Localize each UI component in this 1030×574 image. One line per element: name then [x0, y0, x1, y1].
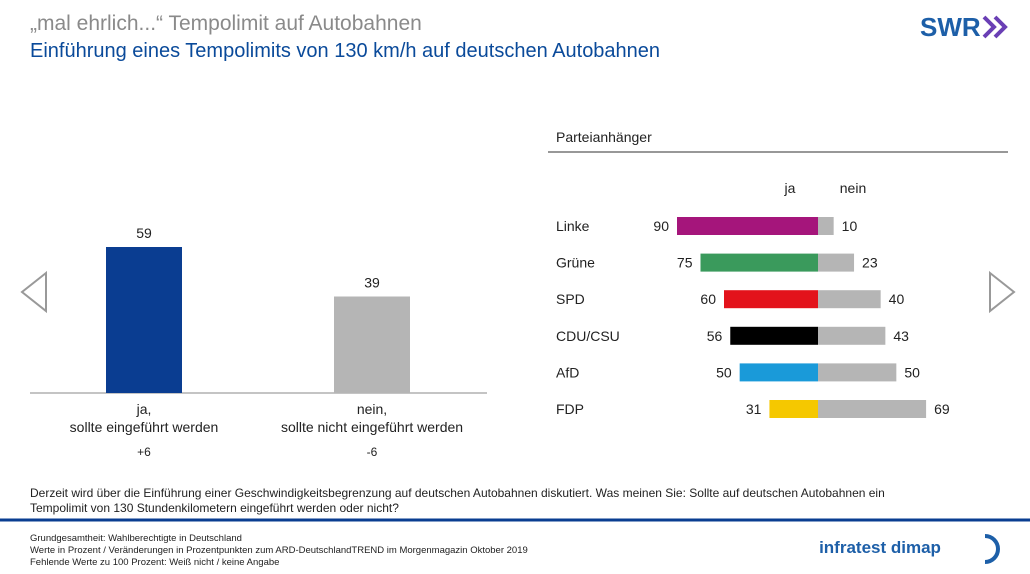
- category-label: FDP: [556, 401, 584, 417]
- category-label: AfD: [556, 364, 579, 380]
- value-label: 43: [893, 328, 909, 344]
- prev-arrow[interactable]: [20, 270, 47, 314]
- footnote: Grundgesamtheit: Wahlberechtigte in Deut…: [30, 533, 242, 544]
- bar-ja: [730, 326, 818, 345]
- logo: SWR: [920, 12, 981, 42]
- legend-nein: nein: [840, 180, 866, 196]
- category-label: Grüne: [556, 255, 595, 271]
- bar-nein: [818, 290, 881, 309]
- category-label: CDU/CSU: [556, 328, 620, 344]
- bar: [106, 247, 182, 393]
- legend-ja: ja: [784, 180, 796, 196]
- title: „mal ehrlich...“ Tempolimit auf Autobahn…: [30, 12, 422, 35]
- panel-title: Parteianhänger: [556, 129, 652, 145]
- value-label: 31: [746, 401, 762, 417]
- value-label: 60: [700, 291, 716, 307]
- logo-chevrons: [982, 15, 1008, 39]
- value-label: 23: [862, 255, 878, 271]
- value-label: 10: [842, 218, 858, 234]
- bar-ja: [677, 217, 818, 235]
- category-label: Linke: [556, 218, 590, 234]
- next-arrow[interactable]: [989, 270, 1016, 314]
- value-label: 59: [136, 225, 152, 241]
- bar: [334, 296, 410, 393]
- value-label: 39: [364, 274, 380, 290]
- bar-nein: [818, 217, 834, 235]
- category-label: SPD: [556, 291, 585, 307]
- bar-ja: [724, 290, 818, 309]
- question: Derzeit wird über die Einführung einer G…: [30, 486, 885, 500]
- value-label: 75: [677, 255, 693, 271]
- change-label: +6: [137, 445, 151, 459]
- bar-nein: [818, 326, 886, 345]
- bar-ja: [769, 400, 818, 418]
- change-label: -6: [367, 445, 378, 459]
- x-tick-label: ja,: [136, 401, 152, 417]
- x-tick-label: sollte eingeführt werden: [70, 419, 219, 435]
- bar-nein: [818, 400, 927, 418]
- value-label: 69: [934, 401, 950, 417]
- question: Tempolimit von 130 Stundenkilometern ein…: [30, 501, 399, 515]
- value-label: 90: [653, 218, 669, 234]
- bar-ja: [700, 253, 818, 272]
- x-tick-label: nein,: [357, 401, 387, 417]
- footer-logo: infratest dimap: [819, 538, 941, 557]
- footer-logo-icon: [984, 534, 1000, 564]
- subtitle: Einführung eines Tempolimits von 130 km/…: [30, 40, 660, 62]
- bar-ja: [739, 363, 818, 382]
- bar-nein: [818, 253, 855, 272]
- value-label: 40: [889, 291, 905, 307]
- x-tick-label: sollte nicht eingeführt werden: [281, 419, 463, 435]
- bar-nein: [818, 363, 897, 382]
- footnote: Werte in Prozent / Veränderungen in Proz…: [30, 545, 528, 556]
- value-label: 50: [904, 364, 920, 380]
- value-label: 50: [716, 364, 732, 380]
- value-label: 56: [707, 328, 723, 344]
- footnote: Fehlende Werte zu 100 Prozent: Weiß nich…: [30, 557, 279, 568]
